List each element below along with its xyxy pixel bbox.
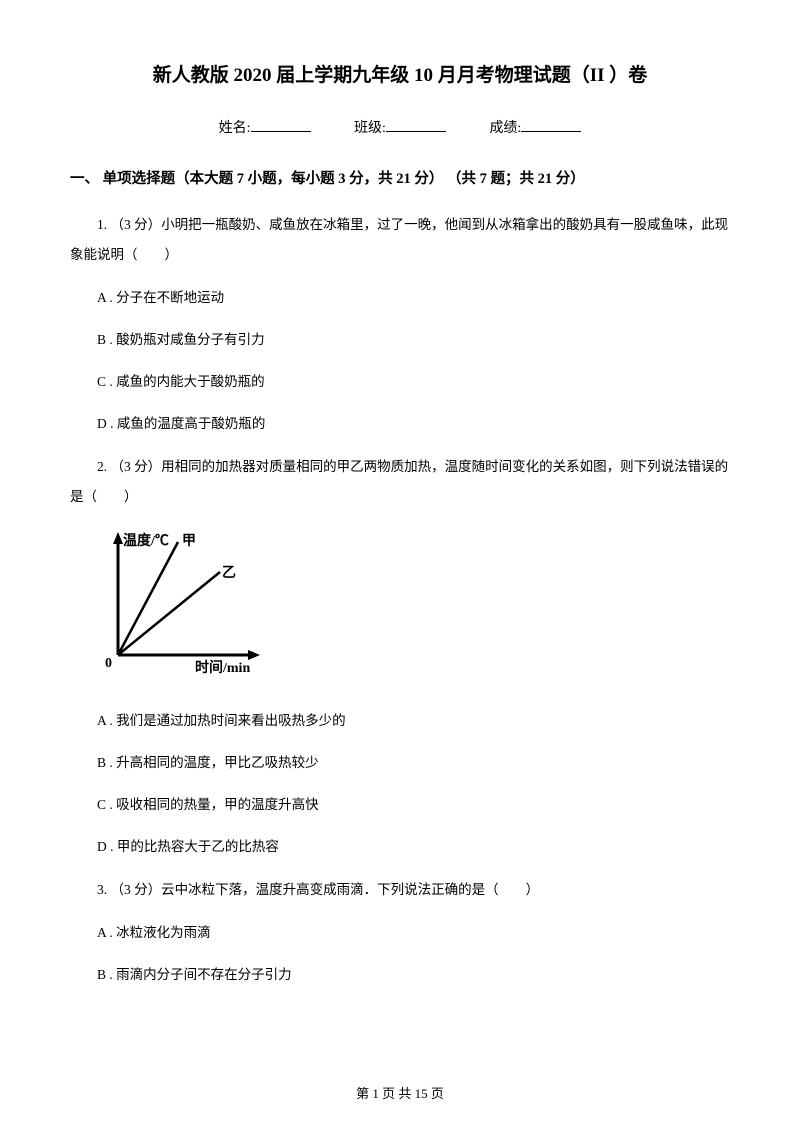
class-blank [386, 131, 446, 132]
x-axis-arrow [248, 650, 260, 660]
temperature-chart: 温度/℃ 甲 乙 时间/min 0 [100, 527, 730, 682]
line-yi [118, 572, 220, 655]
footer-prefix: 第 [356, 1086, 372, 1101]
q2-option-d: D . 甲的比热容大于乙的比热容 [70, 833, 730, 860]
q1-option-b: B . 酸奶瓶对咸鱼分子有引力 [70, 326, 730, 353]
line-jia [118, 542, 178, 655]
page-total: 15 [415, 1086, 428, 1101]
name-blank [251, 131, 311, 132]
student-info-line: 姓名: 班级: 成绩: [70, 117, 730, 137]
q1-option-a: A . 分子在不断地运动 [70, 284, 730, 311]
page-footer: 第 1 页 共 15 页 [0, 1083, 800, 1102]
y-axis-arrow [113, 532, 123, 544]
q2-option-a: A . 我们是通过加热时间来看出吸热多少的 [70, 707, 730, 734]
q3-option-a: A . 冰粒液化为雨滴 [70, 919, 730, 946]
q3-option-b: B . 雨滴内分子间不存在分子引力 [70, 961, 730, 988]
class-label: 班级: [354, 121, 386, 136]
score-label: 成绩: [489, 121, 521, 136]
chart-svg: 温度/℃ 甲 乙 时间/min 0 [100, 527, 275, 677]
name-label: 姓名: [219, 121, 251, 136]
footer-mid: 页 共 [379, 1086, 415, 1101]
question-1-text: 1. （3 分）小明把一瓶酸奶、咸鱼放在冰箱里，过了一晚，他闻到从冰箱拿出的酸奶… [70, 210, 730, 269]
question-3-text: 3. （3 分）云中冰粒下落，温度升高变成雨滴．下列说法正确的是（ ） [70, 875, 730, 905]
line-yi-label: 乙 [222, 565, 236, 581]
exam-title: 新人教版 2020 届上学期九年级 10 月月考物理试题（II ）卷 [70, 60, 730, 87]
q2-option-b: B . 升高相同的温度，甲比乙吸热较少 [70, 749, 730, 776]
line-jia-label: 甲 [182, 533, 196, 549]
q1-option-c: C . 咸鱼的内能大于酸奶瓶的 [70, 368, 730, 395]
x-axis-label: 时间/min [195, 659, 250, 676]
question-2-text: 2. （3 分）用相同的加热器对质量相同的甲乙两物质加热，温度随时间变化的关系如… [70, 452, 730, 511]
q1-option-d: D . 咸鱼的温度高于酸奶瓶的 [70, 410, 730, 437]
q2-option-c: C . 吸收相同的热量，甲的温度升高快 [70, 791, 730, 818]
origin-label: 0 [105, 656, 112, 671]
footer-suffix: 页 [428, 1086, 444, 1101]
score-blank [521, 131, 581, 132]
section-1-title: 一、 单项选择题（本大题 7 小题，每小题 3 分，共 21 分） （共 7 题… [70, 167, 730, 188]
y-axis-label: 温度/℃ [123, 532, 169, 549]
